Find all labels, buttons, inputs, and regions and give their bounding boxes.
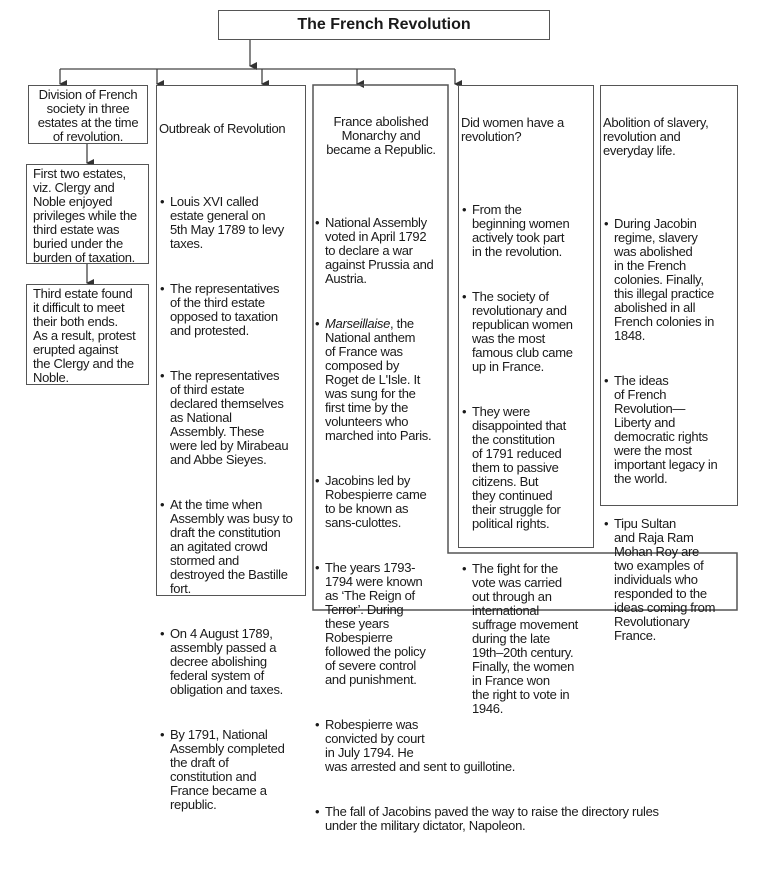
list-item-text: They were disappointed that the constitu…	[472, 404, 566, 531]
list-item-text: The fight for the vote was carried out t…	[472, 561, 578, 716]
bullet-icon: •	[315, 560, 320, 575]
col5-content: Abolition of slavery, revolution and eve…	[603, 88, 718, 699]
list-item-text: The society of revolutionary and republi…	[472, 289, 573, 374]
bullet-icon: •	[160, 194, 165, 209]
col1-box-protest-text: Third estate found it difficult to meet …	[33, 286, 136, 385]
col2-list: • Louis XVI called estate general on 5th …	[159, 164, 293, 840]
col2-heading-text: Outbreak of Revolution	[159, 121, 286, 136]
list-item-text: The ideas of French Revolution— Liberty …	[614, 373, 718, 486]
col5-heading: Abolition of slavery, revolution and eve…	[603, 115, 709, 158]
list-item-text: Jacobins led by Robespierre came to be k…	[325, 473, 427, 530]
bullet-icon: •	[315, 804, 320, 819]
col4-box-women: Did women have a revolution? • From the b…	[458, 85, 594, 716]
bullet-icon: •	[604, 373, 609, 388]
list-item: • By 1791, National Assembly completed th…	[159, 728, 293, 812]
col4-content: Did women have a revolution? • From the b…	[461, 88, 578, 772]
bullet-icon: •	[315, 215, 320, 230]
col4-list: • From the beginning women actively took …	[461, 172, 578, 744]
list-item: • Marseillaise, the National anthem of Fr…	[314, 317, 659, 443]
col1-box-division-text: Division of French society in three esta…	[37, 87, 139, 144]
col1-box-privileges-text: First two estates, viz. Clergy and Noble…	[33, 166, 137, 265]
list-item-text: National Assembly voted in April 1792 to…	[325, 215, 434, 286]
list-item: • At the time when Assembly was busy to d…	[159, 498, 293, 596]
list-item-text: The representatives of the third estate …	[170, 281, 280, 338]
list-item-text: On 4 August 1789, assembly passed a decr…	[170, 626, 283, 697]
list-item: • During Jacobin regime, slavery was abol…	[603, 217, 717, 343]
list-item: • Louis XVI called estate general on 5th …	[159, 195, 293, 251]
list-item: • National Assembly voted in April 1792 t…	[314, 216, 659, 286]
col3-box-outline	[312, 84, 738, 611]
bullet-icon: •	[160, 368, 165, 383]
list-item-text: Tipu Sultan and Raja Ram Mohan Roy are t…	[614, 516, 716, 643]
list-item: • Jacobins led by Robespierre came to be …	[314, 474, 659, 530]
bullet-icon: •	[160, 497, 165, 512]
bullet-icon: •	[160, 626, 165, 641]
list-item: • Tipu Sultan and Raja Ram Mohan Roy are …	[603, 517, 717, 643]
list-item: • From the beginning women actively took …	[461, 203, 578, 259]
col5-list: • During Jacobin regime, slavery was abol…	[603, 186, 718, 671]
list-item-text: Louis XVI called estate general on 5th M…	[170, 194, 284, 251]
bullet-icon: •	[160, 281, 165, 296]
bullet-icon: •	[160, 727, 165, 742]
list-item: • The society of revolutionary and republ…	[461, 290, 578, 374]
col3-heading: France abolished Monarchy and became a R…	[326, 114, 436, 157]
page-title: The French Revolution	[218, 10, 550, 40]
list-item: • The fall of Jacobins paved the way to r…	[314, 805, 659, 833]
col1-box-division: Division of French society in three esta…	[28, 85, 148, 144]
list-item: • They were disappointed that the constit…	[461, 405, 578, 531]
list-item-text: The years 1793- 1794 were known as ‘The …	[325, 560, 426, 687]
list-item-text: The representatives of third estate decl…	[170, 368, 289, 467]
bullet-icon: •	[604, 516, 609, 531]
list-item-text: , the National anthem of France was comp…	[325, 316, 432, 443]
bullet-icon: •	[315, 473, 320, 488]
bullet-icon: •	[315, 316, 320, 331]
bullet-icon: •	[462, 561, 467, 576]
list-item: • The ideas of French Revolution— Liberty…	[603, 373, 718, 486]
col1-box-privileges: First two estates, viz. Clergy and Noble…	[26, 164, 149, 265]
list-item: • The representatives of third estate dec…	[159, 369, 293, 467]
bullet-icon: •	[462, 202, 467, 217]
bullet-icon: •	[315, 717, 320, 732]
list-item: • On 4 August 1789, assembly passed a dec…	[159, 627, 293, 697]
col2-heading: Outbreak of Revolution • Louis XVI called…	[159, 94, 293, 868]
list-item-text: From the beginning women actively took p…	[472, 202, 570, 259]
bullet-icon: •	[462, 289, 467, 304]
list-item-text: The fall of Jacobins paved the way to ra…	[325, 804, 659, 833]
anthem-name: Marseillaise	[325, 316, 391, 331]
bullet-icon: •	[462, 404, 467, 419]
list-item-text: By 1791, National Assembly completed the…	[170, 727, 285, 812]
list-item-text: At the time when Assembly was busy to dr…	[170, 497, 293, 596]
col1-box-protest: Third estate found it difficult to meet …	[26, 284, 149, 385]
list-item-text: During Jacobin regime, slavery was aboli…	[614, 216, 715, 343]
col5-box-slavery: Abolition of slavery, revolution and eve…	[600, 85, 738, 643]
connector-lines	[59, 40, 738, 611]
col4-heading: Did women have a revolution?	[461, 115, 564, 144]
col2-box-outbreak: Outbreak of Revolution • Louis XVI called…	[156, 85, 306, 812]
list-item: • The fight for the vote was carried out …	[461, 562, 578, 716]
bullet-icon: •	[604, 216, 609, 231]
list-item: • The representatives of the third estate…	[159, 282, 293, 338]
